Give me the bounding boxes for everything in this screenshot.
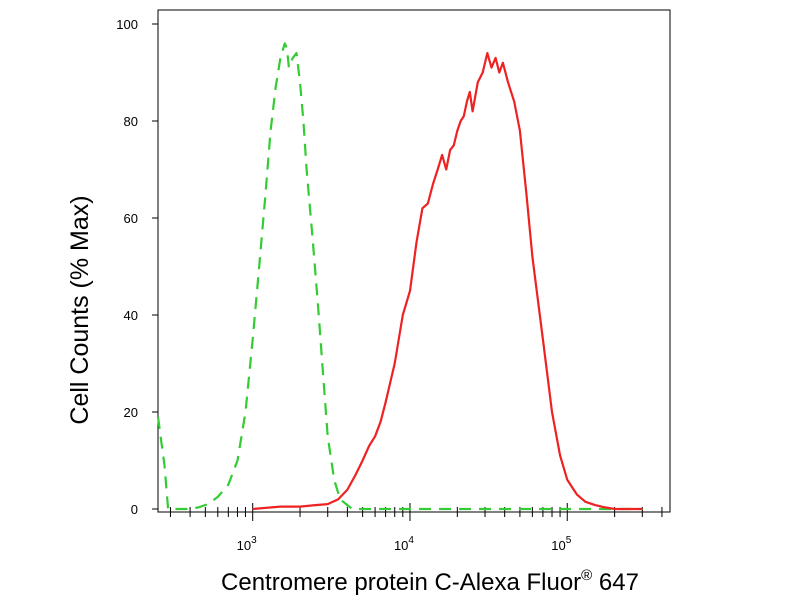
x-tick-label-3: 103 xyxy=(237,535,257,553)
x-tick-base: 10 xyxy=(394,538,408,553)
series-line-2 xyxy=(252,52,643,511)
y-tick-label-60: 60 xyxy=(124,211,138,226)
series-line-1 xyxy=(156,42,643,511)
x-tick-label-5: 105 xyxy=(551,535,571,553)
series-layer xyxy=(156,42,643,511)
plot-frame xyxy=(157,9,671,513)
x-tick-exponent: 5 xyxy=(566,535,572,546)
x-tick-label-4: 104 xyxy=(394,535,414,553)
y-axis-title-group: Cell Counts (% Max) xyxy=(66,195,94,424)
y-tick-label-80: 80 xyxy=(124,114,138,129)
x-axis-title: Centromere protein C-Alexa Fluor® 647 xyxy=(221,567,639,596)
x-ticks: 103 104 105 xyxy=(237,535,572,553)
x-tick-base: 10 xyxy=(551,538,565,553)
y-axis-title: Cell Counts (% Max) xyxy=(66,195,94,424)
y-tick-label-100: 100 xyxy=(116,17,138,32)
x-axis-title-main: Centromere protein C-Alexa Fluor xyxy=(221,569,581,596)
x-tick-exponent: 3 xyxy=(251,535,257,546)
y-tick-label-0: 0 xyxy=(131,502,138,517)
x-axis-title-sup: ® xyxy=(581,567,592,584)
x-axis-title-suffix: 647 xyxy=(592,569,639,596)
y-tick-label-40: 40 xyxy=(124,308,138,323)
x-tick-base: 10 xyxy=(237,538,251,553)
x-tick-exponent: 4 xyxy=(408,535,414,546)
y-ticks: 0 20 40 60 80 100 xyxy=(116,17,158,517)
y-tick-label-20: 20 xyxy=(124,405,138,420)
